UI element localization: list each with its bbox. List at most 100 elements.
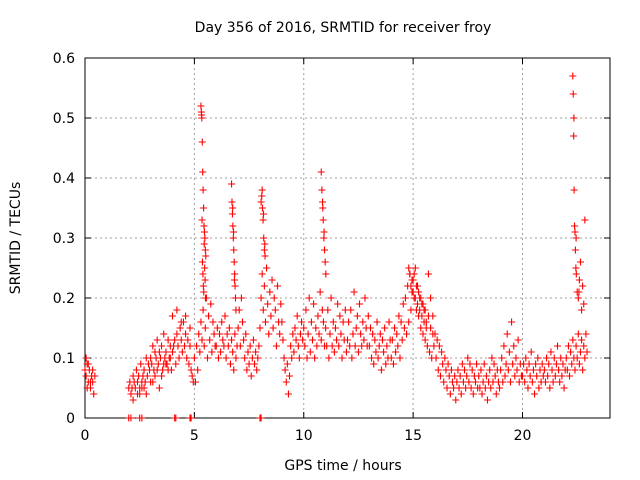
data-point	[202, 252, 210, 260]
data-point	[149, 342, 157, 350]
data-point	[504, 366, 512, 374]
data-point	[327, 294, 335, 302]
y-tick-label: 0.4	[53, 171, 75, 187]
data-point	[241, 354, 249, 362]
data-point	[204, 354, 211, 362]
data-point	[468, 366, 476, 374]
data-point	[274, 282, 281, 290]
data-point	[419, 330, 427, 338]
data-point	[365, 342, 373, 350]
data-point	[224, 342, 232, 350]
data-point	[298, 318, 306, 326]
data-point	[523, 366, 531, 374]
data-point	[198, 111, 206, 119]
data-point	[374, 354, 382, 362]
data-point	[369, 330, 377, 338]
data-point	[303, 354, 311, 362]
data-point	[582, 330, 590, 338]
data-point	[380, 348, 388, 356]
data-point	[570, 186, 578, 194]
data-point	[440, 378, 448, 386]
data-point	[158, 342, 166, 350]
data-point	[269, 324, 277, 332]
data-point	[319, 216, 327, 224]
data-point	[287, 342, 295, 350]
data-point	[228, 180, 236, 188]
data-point	[581, 354, 589, 362]
data-point	[566, 372, 574, 380]
data-point	[482, 372, 490, 380]
data-point	[293, 312, 301, 320]
data-point	[550, 354, 558, 362]
data-point	[548, 366, 556, 374]
data-point	[200, 342, 208, 350]
data-point	[239, 318, 246, 326]
data-point	[578, 306, 586, 314]
data-point	[541, 378, 549, 386]
data-point	[195, 330, 203, 338]
data-point	[252, 348, 260, 356]
data-point	[328, 342, 336, 350]
data-point	[480, 360, 488, 368]
data-point	[465, 378, 473, 386]
data-point	[458, 360, 466, 368]
data-point	[171, 336, 179, 344]
data-point	[532, 360, 540, 368]
data-point	[290, 348, 298, 356]
data-point	[301, 342, 309, 350]
data-point	[148, 360, 156, 368]
data-point	[82, 354, 90, 362]
data-point	[505, 348, 513, 356]
data-point	[399, 300, 407, 308]
data-point	[447, 366, 455, 374]
data-point	[229, 204, 237, 212]
x-tick-label: 0	[81, 428, 90, 444]
data-point	[90, 390, 98, 398]
data-point	[172, 414, 180, 422]
data-point	[400, 324, 408, 332]
data-point	[282, 378, 290, 386]
data-point	[434, 366, 442, 374]
data-point	[240, 336, 248, 344]
data-point	[278, 318, 286, 326]
data-point	[249, 336, 257, 344]
data-point	[415, 288, 423, 296]
data-point	[155, 348, 163, 356]
data-point	[580, 342, 588, 350]
data-point	[344, 336, 351, 344]
data-point	[231, 282, 239, 290]
data-point	[348, 354, 356, 362]
data-point	[299, 336, 307, 344]
data-point	[271, 306, 279, 314]
data-point	[321, 258, 329, 266]
y-axis-label: SRMTID / TECUs	[8, 182, 24, 295]
data-point	[276, 330, 284, 338]
data-point	[309, 336, 316, 344]
data-point	[423, 342, 431, 350]
data-point	[398, 336, 406, 344]
data-point	[281, 366, 289, 374]
data-point	[86, 378, 94, 386]
data-point	[370, 360, 378, 368]
data-point	[305, 294, 313, 302]
data-point	[456, 372, 464, 380]
data-point	[552, 360, 560, 368]
data-point	[261, 252, 269, 260]
data-point	[219, 336, 227, 344]
data-point	[403, 330, 411, 338]
data-point	[571, 228, 579, 236]
data-point	[230, 276, 238, 284]
data-point	[283, 360, 291, 368]
data-point	[427, 294, 435, 302]
data-point	[569, 72, 577, 80]
data-point	[174, 342, 182, 350]
data-point	[212, 342, 220, 350]
data-point	[260, 210, 267, 218]
data-point	[411, 264, 419, 272]
data-point	[263, 264, 271, 272]
data-point	[342, 348, 350, 356]
data-point	[347, 306, 355, 314]
data-point	[136, 390, 144, 398]
data-point	[259, 216, 267, 224]
data-point	[578, 336, 586, 344]
